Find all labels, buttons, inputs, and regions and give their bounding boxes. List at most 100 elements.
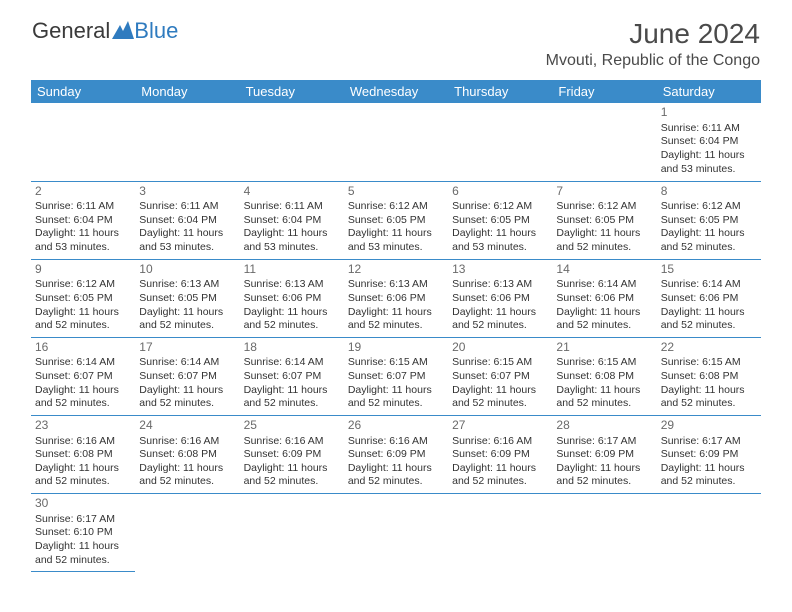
sunrise-line: Sunrise: 6:17 AM [556, 435, 652, 449]
sunrise-line: Sunrise: 6:15 AM [556, 356, 652, 370]
calendar-cell: 15Sunrise: 6:14 AMSunset: 6:06 PMDayligh… [657, 259, 761, 337]
weekday-header-row: SundayMondayTuesdayWednesdayThursdayFrid… [31, 80, 761, 103]
sunrise-line: Sunrise: 6:13 AM [244, 278, 340, 292]
calendar-body: 1 Sunrise: 6:11 AM Sunset: 6:04 PM Daylight… [31, 103, 761, 572]
calendar-cell: 19Sunrise: 6:15 AMSunset: 6:07 PMDayligh… [344, 337, 448, 415]
calendar-cell: 16Sunrise: 6:14 AMSunset: 6:07 PMDayligh… [31, 337, 135, 415]
day-number: 22 [661, 340, 757, 356]
calendar-cell: 25Sunrise: 6:16 AMSunset: 6:09 PMDayligh… [240, 415, 344, 493]
calendar-cell-empty [448, 103, 552, 181]
daylight-line: Daylight: 11 hours and 52 minutes. [139, 462, 235, 489]
calendar-cell: 2Sunrise: 6:11 AMSunset: 6:04 PMDaylight… [31, 181, 135, 259]
sunset-line: Sunset: 6:09 PM [452, 448, 548, 462]
day-number: 9 [35, 262, 131, 278]
sunset-line: Sunset: 6:09 PM [348, 448, 444, 462]
day-number: 20 [452, 340, 548, 356]
calendar-table: SundayMondayTuesdayWednesdayThursdayFrid… [31, 80, 761, 572]
weekday-header: Saturday [657, 80, 761, 103]
sunrise-line: Sunrise: 6:15 AM [661, 356, 757, 370]
logo: General Blue [32, 18, 178, 44]
day-number: 10 [139, 262, 235, 278]
calendar-cell-empty [344, 103, 448, 181]
sunset-line: Sunset: 6:08 PM [556, 370, 652, 384]
sunrise-line: Sunrise: 6:13 AM [452, 278, 548, 292]
daylight-line: Daylight: 11 hours and 52 minutes. [35, 306, 131, 333]
sunrise-line: Sunrise: 6:16 AM [244, 435, 340, 449]
calendar-cell: 22Sunrise: 6:15 AMSunset: 6:08 PMDayligh… [657, 337, 761, 415]
sunset-line: Sunset: 6:05 PM [452, 214, 548, 228]
calendar-week-row: 23Sunrise: 6:16 AMSunset: 6:08 PMDayligh… [31, 415, 761, 493]
day-number: 8 [661, 184, 757, 200]
daylight-line: Daylight: 11 hours and 53 minutes. [35, 227, 131, 254]
calendar-cell-empty [135, 494, 239, 572]
calendar-cell: 20Sunrise: 6:15 AMSunset: 6:07 PMDayligh… [448, 337, 552, 415]
sunset-line: Sunset: 6:09 PM [661, 448, 757, 462]
daylight-line: Daylight: 11 hours and 53 minutes. [452, 227, 548, 254]
calendar-cell: 6Sunrise: 6:12 AMSunset: 6:05 PMDaylight… [448, 181, 552, 259]
weekday-header: Tuesday [240, 80, 344, 103]
calendar-cell-empty [448, 494, 552, 572]
calendar-cell-empty [31, 103, 135, 181]
day-number: 28 [556, 418, 652, 434]
sunrise-line: Sunrise: 6:14 AM [244, 356, 340, 370]
calendar-cell: 4Sunrise: 6:11 AMSunset: 6:04 PMDaylight… [240, 181, 344, 259]
sunset-line: Sunset: 6:06 PM [556, 292, 652, 306]
calendar-cell: 14Sunrise: 6:14 AMSunset: 6:06 PMDayligh… [552, 259, 656, 337]
daylight-line: Daylight: 11 hours and 52 minutes. [661, 306, 757, 333]
location: Mvouti, Republic of the Congo [546, 52, 760, 70]
title-block: June 2024 Mvouti, Republic of the Congo [546, 18, 760, 70]
calendar-cell: 28Sunrise: 6:17 AMSunset: 6:09 PMDayligh… [552, 415, 656, 493]
sunset-line: Sunset: 6:07 PM [244, 370, 340, 384]
calendar-week-row: 9Sunrise: 6:12 AMSunset: 6:05 PMDaylight… [31, 259, 761, 337]
sunset-line: Sunset: 6:05 PM [139, 292, 235, 306]
sunset-line: Sunset: 6:05 PM [661, 214, 757, 228]
daylight-line: Daylight: 11 hours and 52 minutes. [139, 306, 235, 333]
daylight-line: Daylight: 11 hours and 53 minutes. [244, 227, 340, 254]
sunrise-line: Sunrise: 6:14 AM [556, 278, 652, 292]
sunset-line: Sunset: 6:04 PM [139, 214, 235, 228]
calendar-cell: 7Sunrise: 6:12 AMSunset: 6:05 PMDaylight… [552, 181, 656, 259]
daylight-line: Daylight: 11 hours and 52 minutes. [452, 384, 548, 411]
weekday-header: Monday [135, 80, 239, 103]
day-number: 24 [139, 418, 235, 434]
day-number: 21 [556, 340, 652, 356]
day-number: 25 [244, 418, 340, 434]
sunrise-line: Sunrise: 6:15 AM [452, 356, 548, 370]
sunset-line: Sunset: 6:05 PM [556, 214, 652, 228]
calendar-cell: 9Sunrise: 6:12 AMSunset: 6:05 PMDaylight… [31, 259, 135, 337]
day-number: 15 [661, 262, 757, 278]
calendar-cell: 27Sunrise: 6:16 AMSunset: 6:09 PMDayligh… [448, 415, 552, 493]
daylight-line: Daylight: 11 hours and 52 minutes. [244, 384, 340, 411]
calendar-cell: 29Sunrise: 6:17 AMSunset: 6:09 PMDayligh… [657, 415, 761, 493]
calendar-cell-empty [240, 494, 344, 572]
day-number: 19 [348, 340, 444, 356]
sunset-line: Sunset: 6:09 PM [244, 448, 340, 462]
sunrise-line: Sunrise: 6:11 AM [35, 200, 131, 214]
sunrise-line: Sunrise: 6:13 AM [139, 278, 235, 292]
logo-text-general: General [32, 18, 110, 44]
day-number: 30 [35, 496, 131, 512]
daylight-line: Daylight: 11 hours and 52 minutes. [452, 306, 548, 333]
calendar-cell: 30Sunrise: 6:17 AMSunset: 6:10 PMDayligh… [31, 494, 135, 572]
day-number: 1 [661, 105, 757, 121]
daylight-line: Daylight: 11 hours and 52 minutes. [556, 227, 652, 254]
calendar-cell-empty [344, 494, 448, 572]
calendar-cell: 13Sunrise: 6:13 AMSunset: 6:06 PMDayligh… [448, 259, 552, 337]
weekday-header: Sunday [31, 80, 135, 103]
daylight-line: Daylight: 11 hours and 52 minutes. [244, 306, 340, 333]
calendar-cell: 12Sunrise: 6:13 AMSunset: 6:06 PMDayligh… [344, 259, 448, 337]
sunset-line: Sunset: 6:07 PM [348, 370, 444, 384]
sunrise-line: Sunrise: 6:16 AM [35, 435, 131, 449]
calendar-cell: 8Sunrise: 6:12 AMSunset: 6:05 PMDaylight… [657, 181, 761, 259]
day-number: 13 [452, 262, 548, 278]
day-number: 16 [35, 340, 131, 356]
calendar-cell: 17Sunrise: 6:14 AMSunset: 6:07 PMDayligh… [135, 337, 239, 415]
sunset-line: Sunset: 6:09 PM [556, 448, 652, 462]
weekday-header: Thursday [448, 80, 552, 103]
daylight-line: Daylight: 11 hours and 52 minutes. [661, 462, 757, 489]
sunrise-line: Sunrise: 6:13 AM [348, 278, 444, 292]
sunrise-line: Sunrise: 6:16 AM [452, 435, 548, 449]
sunrise-line: Sunrise: 6:16 AM [139, 435, 235, 449]
calendar-cell: 18Sunrise: 6:14 AMSunset: 6:07 PMDayligh… [240, 337, 344, 415]
sunset-line: Sunset: 6:04 PM [661, 135, 757, 149]
